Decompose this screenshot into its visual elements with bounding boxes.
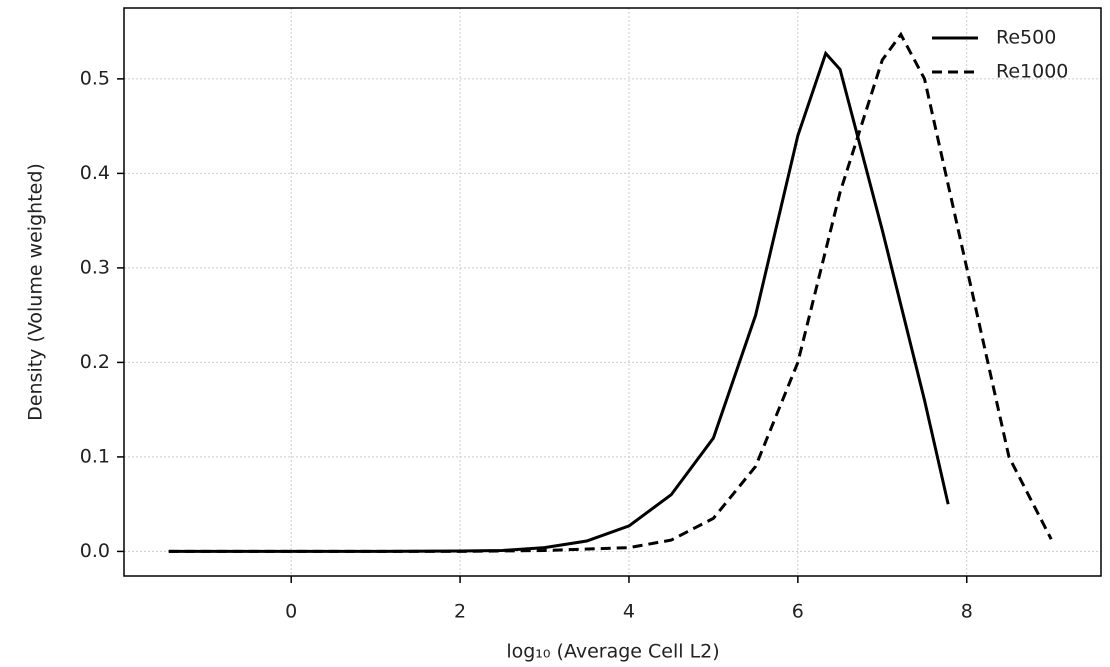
legend-label: Re500 — [996, 27, 1056, 49]
y-tick-label: 0.4 — [80, 162, 110, 184]
y-tick-label: 0.0 — [80, 540, 110, 562]
y-tick-label: 0.3 — [80, 256, 110, 278]
legend-label: Re1000 — [996, 61, 1068, 83]
x-tick-label: 8 — [961, 601, 973, 623]
plot-frame — [123, 7, 1102, 577]
line-series — [168, 31, 1053, 553]
line-series — [168, 50, 950, 553]
y-axis-label: Density (Volume weighted) — [25, 163, 47, 421]
y-tick-label: 0.1 — [80, 445, 110, 467]
x-tick-label: 4 — [623, 601, 635, 623]
x-axis-label: log₁₀ (Average Cell L2) — [506, 641, 719, 663]
x-tick-label: 6 — [792, 601, 804, 623]
x-tick-label: 0 — [285, 601, 297, 623]
x-tick-label: 2 — [454, 601, 466, 623]
y-tick-label: 0.5 — [80, 67, 110, 89]
y-tick-label: 0.2 — [80, 351, 110, 373]
